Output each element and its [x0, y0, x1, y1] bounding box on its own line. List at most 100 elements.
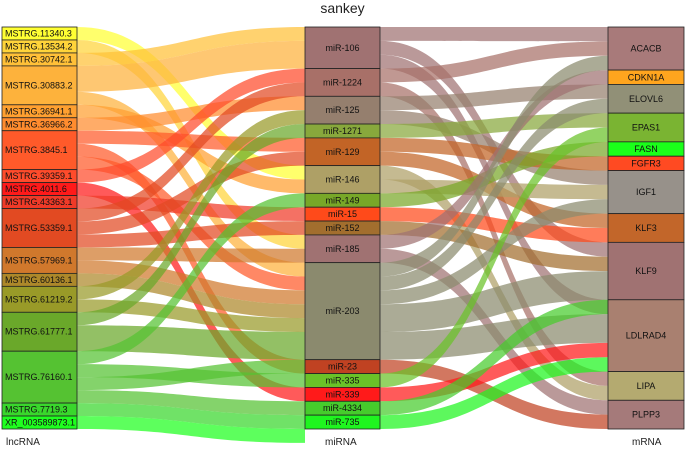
link-mir-335-to-epas1 [380, 127, 608, 388]
link-mir-4334-to-klf9 [380, 299, 608, 416]
link-mir-146-to-lipa [380, 165, 608, 401]
node-acacb [607, 26, 685, 71]
node-label-igf1: IGF1 [636, 187, 656, 197]
node-label-mstrg-30883-2: MSTRG.30883.2 [5, 80, 73, 90]
node-label-mstrg-4011-6: MSTRG.4011.6 [5, 184, 67, 194]
node-label-acacb: ACACB [630, 44, 661, 54]
node-xr-003589873-1 [1, 415, 78, 430]
node-mir-129 [304, 137, 381, 167]
node-mstrg-61219-2 [1, 285, 78, 313]
link-xr-003589873-1-to-mir-735 [77, 416, 305, 443]
node-label-mstrg-39359-1: MSTRG.39359.1 [5, 171, 73, 181]
node-label-mstrg-57969-1: MSTRG.57969.1 [5, 255, 73, 265]
node-label-mir-15: miR-15 [328, 209, 357, 219]
node-label-mstrg-36966-2: MSTRG.36966.2 [5, 119, 73, 129]
node-label-mstrg-53359-1: MSTRG.53359.1 [5, 223, 73, 233]
node-mstrg-3845-1 [1, 130, 78, 171]
node-label-mstrg-61219-2: MSTRG.61219.2 [5, 294, 73, 304]
node-epas1 [607, 112, 685, 143]
link-mir-203-to-klf9 [380, 271, 608, 332]
link-mir-203-to-acacb [380, 55, 608, 277]
node-mir-203 [304, 262, 381, 361]
link-mstrg-61777-1-to-mir-1271 [77, 124, 305, 326]
node-label-ldlrad4: LDLRAD4 [626, 331, 667, 341]
node-label-mstrg-30742-1: MSTRG.30742.1 [5, 54, 73, 64]
link-mstrg-76160-1-to-mir-4334 [77, 390, 305, 416]
link-layer [77, 27, 608, 443]
link-mstrg-30883-2-to-mir-203 [77, 91, 305, 277]
node-label-mir-4334: miR-4334 [323, 403, 362, 413]
node-label-mir-152: miR-152 [325, 223, 359, 233]
node-label-mir-203: miR-203 [325, 306, 359, 316]
node-label-klf3: KLF3 [635, 223, 657, 233]
node-label-plpp3: PLPP3 [632, 410, 660, 420]
node-label-xr-003589873-1: XR_003589873.1 [5, 418, 75, 428]
node-label-fgfr3: FGFR3 [631, 158, 661, 168]
link-mir-1224-to-lipa [380, 82, 608, 386]
node-layer: MSTRG.11340.3 MSTRG.13534.2 MSTRG.30742.1 M… [1, 26, 685, 430]
link-mstrg-39359-1-to-mir-1224 [77, 68, 305, 183]
node-label-mstrg-76160-1: MSTRG.76160.1 [5, 372, 73, 382]
link-mstrg-7719-3-to-mir-735 [77, 403, 305, 429]
column-label-lncrna: lncRNA [6, 437, 40, 448]
node-label-mir-149: miR-149 [325, 195, 359, 205]
link-mir-106-to-acacb [380, 27, 608, 42]
node-mstrg-57969-1 [1, 247, 78, 274]
node-label-mstrg-43363-1: MSTRG.43363.1 [5, 197, 73, 207]
column-label-mrna: mRNA [632, 437, 662, 448]
node-label-mstrg-13534-2: MSTRG.13534.2 [5, 41, 73, 51]
link-mir-339-to-ldlrad4 [380, 342, 608, 402]
node-label-elovl6: ELOVL6 [629, 94, 663, 104]
link-mstrg-61777-1-to-mir-203 [77, 325, 305, 360]
link-mir-15-to-klf3 [380, 207, 608, 243]
node-label-mir-146: miR-146 [325, 174, 359, 184]
node-label-cdkn1a: CDKN1A [628, 72, 665, 82]
node-label-fasn: FASN [634, 144, 658, 154]
node-elovl6 [607, 84, 685, 114]
column-label-mirna: miRNA [325, 437, 357, 448]
node-mir-735 [304, 414, 381, 430]
node-label-mstrg-7719-3: MSTRG.7719.3 [5, 405, 68, 415]
node-label-mir-735: miR-735 [325, 417, 359, 427]
node-label-mir-1224: miR-1224 [323, 77, 362, 87]
link-mstrg-30742-1-to-mir-106 [77, 27, 305, 66]
node-label-mstrg-36941-1: MSTRG.36941.1 [5, 106, 73, 116]
node-label-mir-1271: miR-1271 [323, 126, 362, 136]
node-label-mir-129: miR-129 [325, 147, 359, 157]
link-mstrg-61219-2-to-mir-125 [77, 110, 305, 300]
node-mstrg-76160-1 [1, 350, 78, 404]
link-mstrg-53359-1-to-mir-129 [77, 151, 305, 235]
link-mstrg-53359-1-to-mir-152 [77, 221, 305, 248]
link-mstrg-76160-1-to-mir-149 [77, 193, 305, 365]
link-mir-1224-to-acacb [380, 41, 608, 83]
node-mir-125 [304, 95, 381, 125]
node-label-mir-185: miR-185 [325, 244, 359, 254]
link-mir-735-to-ldlrad4 [380, 357, 608, 429]
node-label-mstrg-60136-1: MSTRG.60136.1 [5, 275, 73, 285]
node-label-mir-23: miR-23 [328, 362, 357, 372]
node-label-epas1: EPAS1 [632, 123, 660, 133]
link-mstrg-61219-2-to-mir-203 [77, 299, 305, 332]
node-label-mir-106: miR-106 [325, 43, 359, 53]
node-mir-146 [304, 165, 381, 194]
link-mir-203-to-elovl6 [380, 98, 608, 291]
node-label-mir-335: miR-335 [325, 375, 359, 385]
node-mstrg-30883-2 [1, 65, 78, 106]
node-klf9 [607, 241, 685, 301]
node-label-lipa: LIPA [637, 381, 656, 391]
link-mstrg-60136-1-to-mir-203 [77, 273, 305, 319]
node-mir-185 [304, 234, 381, 264]
node-label-mstrg-3845-1: MSTRG.3845.1 [5, 145, 68, 155]
link-mstrg-11340-3-to-mir-146 [77, 27, 305, 180]
node-label-klf9: KLF9 [635, 266, 657, 276]
node-plpp3 [607, 399, 685, 430]
link-mstrg-30883-2-to-mir-106 [77, 40, 305, 92]
link-mstrg-53359-1-to-mir-1224 [77, 82, 305, 222]
node-label-mir-125: miR-125 [325, 105, 359, 115]
link-mstrg-76160-1-to-mir-203 [77, 359, 305, 391]
node-label-mir-339: miR-339 [325, 389, 359, 399]
node-ldlrad4 [607, 299, 685, 372]
link-mstrg-57969-1-to-mir-185 [77, 247, 305, 263]
node-mir-106 [304, 26, 381, 69]
